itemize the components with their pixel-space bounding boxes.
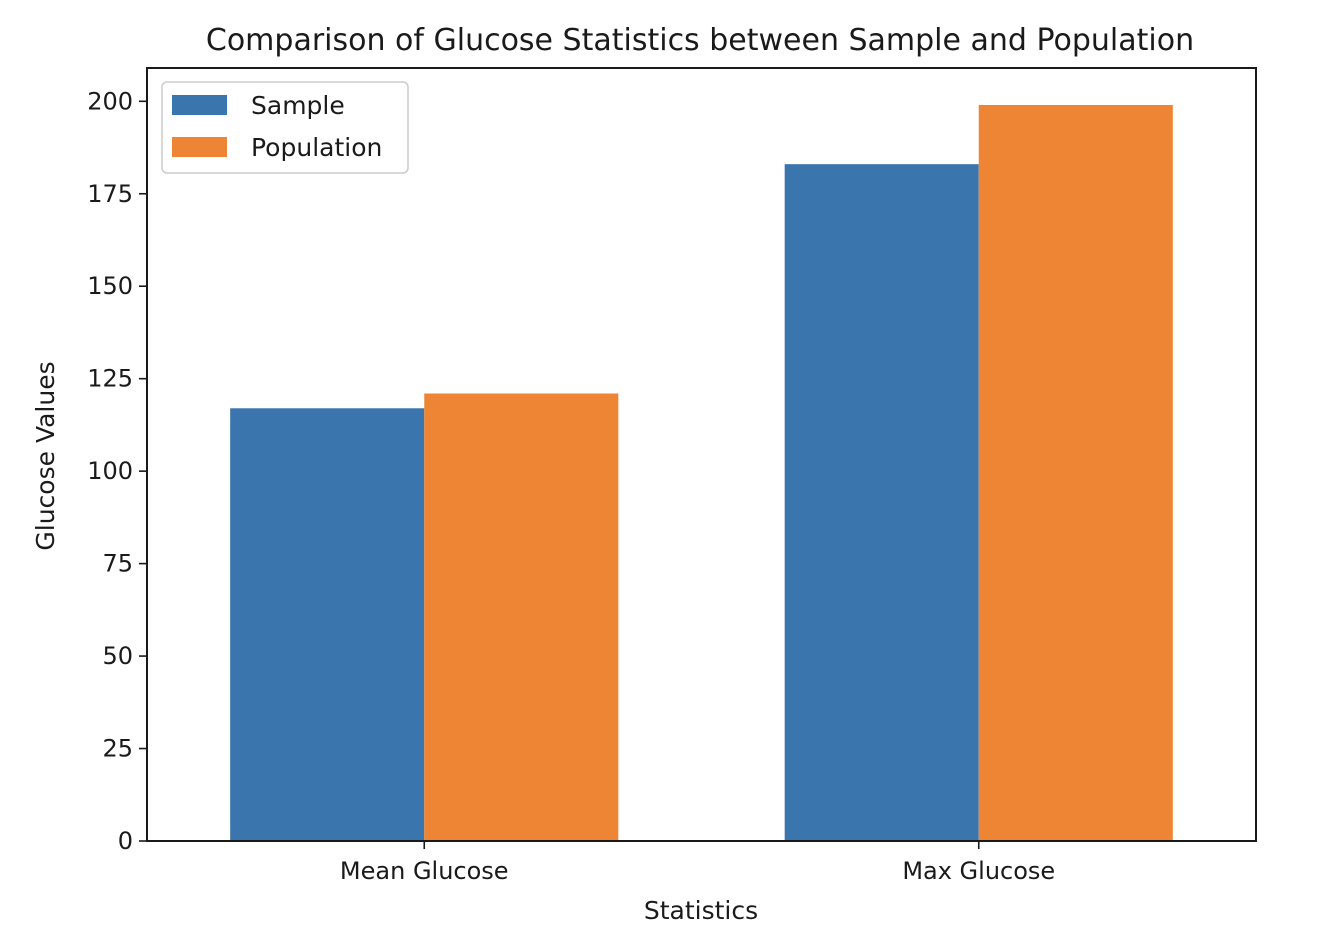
bar-sample-max-glucose bbox=[784, 164, 979, 842]
bar-sample-mean-glucose bbox=[230, 408, 425, 841]
y-tick-label: 100 bbox=[87, 457, 133, 485]
y-axis-ticks: 0 25 50 75 100 125 150 175 200 bbox=[87, 87, 147, 855]
legend-label-population: Population bbox=[251, 133, 382, 162]
x-tick-label: Max Glucose bbox=[902, 857, 1055, 885]
y-tick-label: 175 bbox=[87, 180, 133, 208]
y-tick-label: 200 bbox=[87, 87, 133, 115]
bar-population-mean-glucose bbox=[424, 393, 619, 841]
y-tick-label: 0 bbox=[118, 827, 133, 855]
legend-swatch-population bbox=[172, 137, 227, 157]
bar-population-max-glucose bbox=[978, 104, 1173, 841]
y-tick-label: 150 bbox=[87, 272, 133, 300]
y-tick-label: 125 bbox=[87, 365, 133, 393]
chart-title: Comparison of Glucose Statistics between… bbox=[206, 23, 1194, 58]
legend-swatch-sample bbox=[172, 95, 227, 115]
bars-layer bbox=[230, 104, 1173, 842]
legend: Sample Population bbox=[161, 81, 409, 174]
legend-label-sample: Sample bbox=[251, 91, 345, 120]
plot-frame bbox=[146, 67, 1257, 842]
x-axis-label: Statistics bbox=[644, 896, 758, 925]
y-tick-label: 75 bbox=[102, 550, 133, 578]
x-tick-label: Mean Glucose bbox=[340, 857, 509, 885]
x-axis-ticks: Mean Glucose Max Glucose bbox=[340, 841, 1055, 885]
y-tick-label: 50 bbox=[102, 642, 133, 670]
y-tick-label: 25 bbox=[102, 735, 133, 763]
y-axis-label: Glucose Values bbox=[31, 361, 60, 550]
